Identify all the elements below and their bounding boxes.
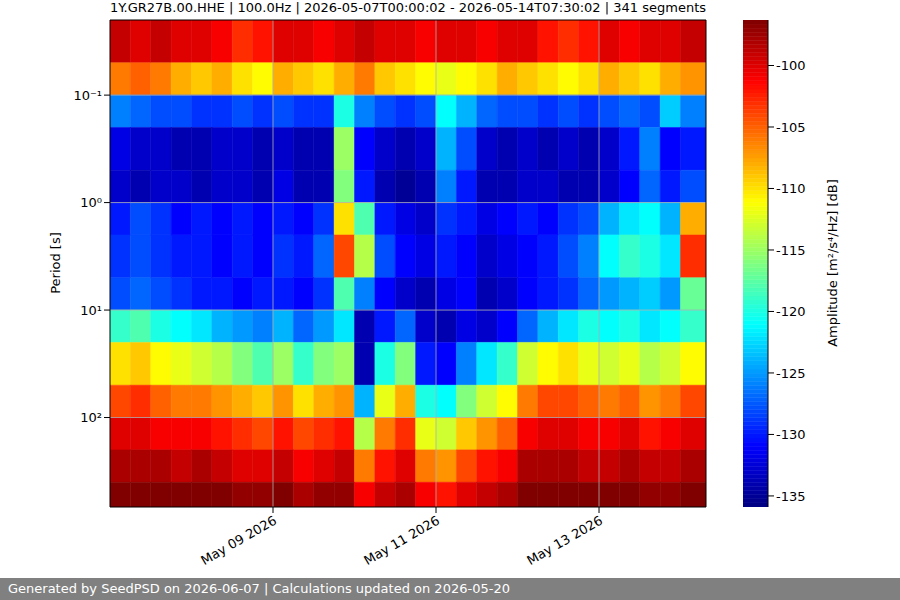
svg-text:-110: -110: [776, 181, 806, 196]
svg-text:10¹: 10¹: [80, 303, 102, 318]
svg-text:-100: -100: [776, 58, 806, 73]
svg-text:-105: -105: [776, 120, 806, 135]
svg-text:-125: -125: [776, 366, 806, 381]
svg-text:10⁰: 10⁰: [80, 195, 102, 210]
svg-text:May 09 2026: May 09 2026: [198, 513, 279, 568]
svg-text:10⁻¹: 10⁻¹: [73, 88, 102, 103]
html-text:Generated by SeedPSD on 2026-0: Generated by SeedPSD on 2026-06-07 | Cal…: [8, 581, 510, 596]
svg-text:-130: -130: [776, 427, 806, 442]
html-text:1Y.GR27B.00.HHE | 100.0Hz | 20: 1Y.GR27B.00.HHE | 100.0Hz | 2026-05-07T0…: [110, 0, 706, 15]
svg-text:-120: -120: [776, 304, 806, 319]
svg-text:10²: 10²: [80, 410, 102, 425]
svg-text:May 11 2026: May 11 2026: [361, 513, 442, 568]
html-text:Period [s]: Period [s]: [47, 232, 63, 294]
svg-text:May 13 2026: May 13 2026: [524, 513, 605, 568]
svg-text:-135: -135: [776, 489, 806, 504]
svg-text:-115: -115: [776, 243, 806, 258]
html-text:Amplitude [m²/s⁴/Hz] [dB]: Amplitude [m²/s⁴/Hz] [dB]: [824, 179, 840, 347]
